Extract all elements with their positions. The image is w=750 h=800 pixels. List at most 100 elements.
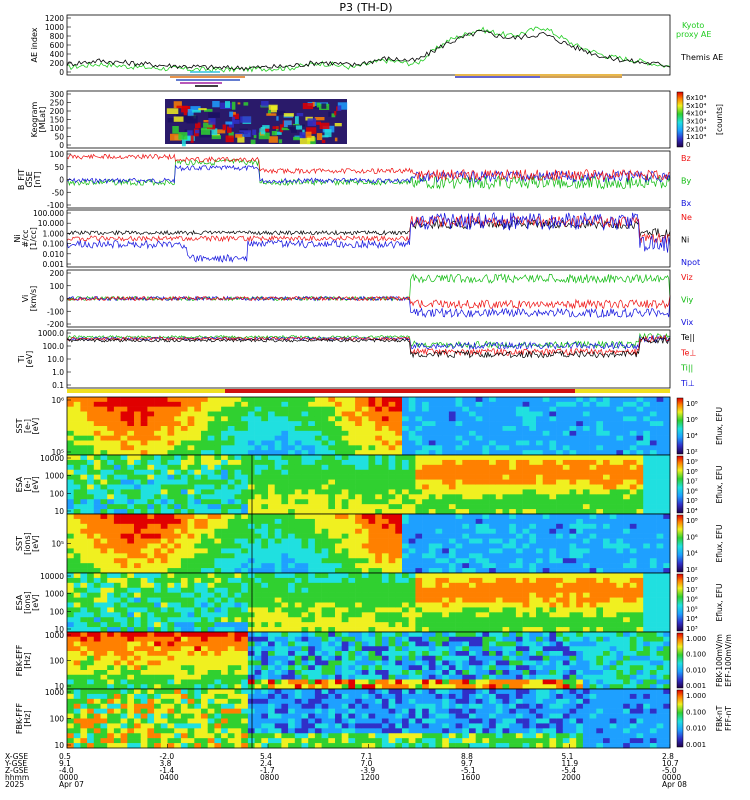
spectrogram-cell (355, 489, 363, 495)
spectrogram-cell (127, 523, 135, 530)
spectrogram-cell (381, 474, 389, 480)
spectrogram-cell (321, 543, 329, 549)
spectrogram-cell (127, 528, 135, 534)
spectrogram-cell (241, 435, 249, 441)
spectrogram-cell (73, 440, 81, 446)
spectrogram-cell (93, 489, 101, 495)
spectrogram-cell (355, 607, 363, 613)
spectrogram-cell (569, 450, 577, 456)
spectrogram-cell (93, 528, 101, 534)
spectrogram-cell (93, 660, 101, 666)
spectrogram-cell (314, 499, 322, 505)
spectrogram-cell (475, 421, 483, 427)
spectrogram-cell (522, 445, 530, 451)
spectrogram-cell (120, 484, 128, 490)
spectrogram-cell (448, 421, 456, 427)
spectrogram-cell (495, 430, 503, 436)
spectrogram-cell (495, 523, 503, 530)
spectrogram-cell (562, 445, 570, 451)
spectrogram-cell (87, 416, 95, 422)
spectrogram-cell (234, 469, 242, 475)
spectrogram-cell (234, 514, 242, 520)
spectrogram-cell (140, 655, 148, 661)
spectrogram-cell (589, 612, 597, 618)
spectrogram-cell (301, 548, 309, 554)
spectrogram-cell (167, 568, 175, 574)
spectrogram-cell (314, 597, 322, 603)
spectrogram-cell (301, 514, 309, 520)
spectrogram-cell (355, 592, 363, 598)
spectrogram-cell (475, 543, 483, 549)
spectrogram-cell (227, 479, 235, 485)
spectrogram-cell (167, 646, 175, 652)
spectrogram-cell (355, 440, 363, 446)
spectrogram-cell (556, 622, 564, 628)
spectrogram-cell (127, 612, 135, 618)
keogram-pixel (261, 101, 269, 107)
spectrogram-cell (649, 445, 657, 451)
spectrogram-cell (147, 577, 155, 584)
colorbar-label: Eflux, EFU (715, 466, 724, 504)
spectrogram-cell (609, 523, 617, 530)
spectrogram-cell (529, 543, 537, 549)
spectrogram-cell (234, 582, 242, 589)
spectrogram-cell (562, 617, 570, 623)
spectrogram-cell (194, 607, 202, 613)
spectrogram-cell (207, 484, 215, 490)
spectrogram-cell (529, 494, 537, 500)
spectrogram-cell (187, 636, 195, 642)
spectrogram-cell (187, 445, 195, 451)
keogram-pixel (295, 116, 299, 124)
spectrogram-cell (281, 627, 289, 633)
spectrogram-cell (187, 455, 195, 461)
spectrogram-cell (341, 523, 349, 530)
spectrogram-cell (134, 445, 141, 451)
spectrogram-cell (134, 523, 141, 530)
spectrogram-cell (435, 592, 443, 598)
spectrogram-cell (140, 592, 148, 598)
spectrogram-cell (556, 459, 564, 466)
spectrogram-cell (542, 411, 550, 417)
spectrogram-cell (107, 538, 115, 544)
spectrogram-cell (462, 479, 470, 485)
spectrogram-cell (623, 459, 631, 466)
spectrogram-cell (227, 655, 235, 661)
spectrogram-cell (100, 484, 108, 490)
spectrogram-cell (294, 455, 302, 461)
panel-ylabel: [e-] (23, 419, 32, 433)
spectrogram-cell (408, 489, 416, 495)
spectrogram-cell (348, 459, 356, 466)
spectrogram-cell (656, 602, 664, 608)
spectrogram-cell (174, 469, 182, 475)
panel-ylabel: [eV] (31, 476, 40, 493)
series-legend: Npot (681, 258, 700, 267)
spectrogram-cell (207, 602, 215, 608)
spectrogram-cell (113, 435, 121, 441)
spectrogram-cell (448, 459, 456, 466)
y-tick-label: 100 (50, 150, 65, 159)
spectrogram-cell (629, 401, 637, 407)
spectrogram-cell (87, 440, 95, 446)
spectrogram-cell (274, 573, 282, 579)
spectrogram-cell (281, 416, 289, 422)
spectrogram-cell (395, 622, 403, 628)
spectrogram-cell (113, 602, 121, 608)
spectrogram-cell (73, 514, 81, 520)
keogram-pixel (316, 133, 323, 141)
spectrogram-cell (656, 509, 664, 515)
spectrogram-cell (569, 577, 577, 584)
spectrogram-cell (227, 636, 235, 642)
spectrogram-cell (469, 577, 476, 584)
spectrogram-cell (328, 469, 336, 475)
spectrogram-cell (73, 568, 81, 574)
spectrogram-cell (328, 617, 336, 623)
spectrogram-cell (515, 533, 523, 539)
spectrogram-cell (529, 459, 537, 466)
spectrogram-cell (603, 469, 610, 475)
spectrogram-cell (335, 421, 342, 427)
spectrogram-cell (321, 538, 329, 544)
spectrogram-cell (381, 627, 389, 633)
spectrogram-cell (100, 627, 108, 633)
spectrogram-cell (207, 684, 215, 690)
spectrogram-cell (388, 538, 396, 544)
